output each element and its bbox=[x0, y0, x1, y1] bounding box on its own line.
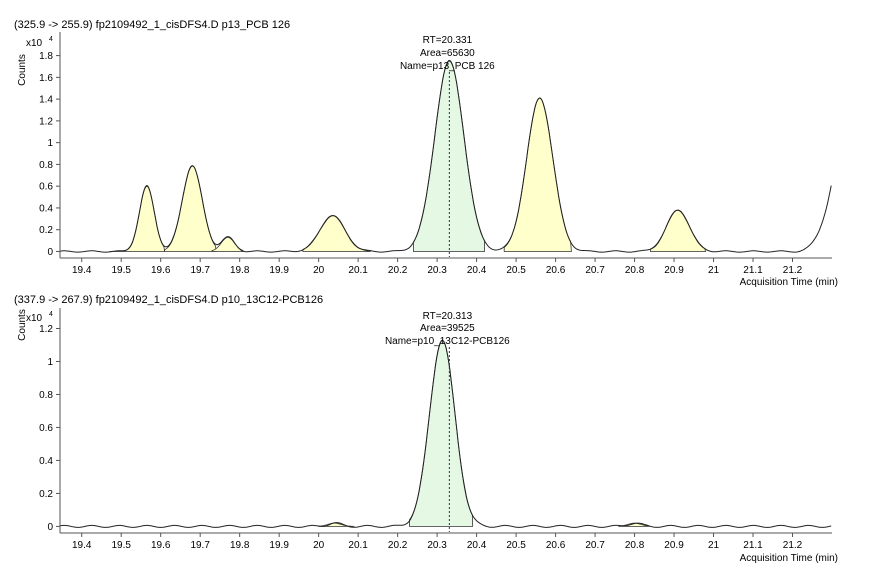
y-tick-label: 0.6 bbox=[39, 182, 53, 193]
peak-area-0 bbox=[109, 185, 166, 252]
x-axis-label: Acquisition Time (min) bbox=[740, 553, 838, 564]
y-tick-label: 0.4 bbox=[39, 203, 53, 214]
y-ticks: 0 0.2 0.4 0.6 0.8 1 1.2 bbox=[39, 324, 60, 533]
x-tick-label: 20.3 bbox=[427, 540, 447, 551]
x-tick-label: 19.4 bbox=[72, 540, 92, 551]
x-tick-label: 19.8 bbox=[230, 540, 250, 551]
x-tick-label: 20.6 bbox=[546, 265, 566, 276]
x-ticks: 19.4 19.5 19.6 19.7 19.8 19.9 20 20.1 20.2 20.3 20… bbox=[72, 258, 803, 276]
x-tick-label: 20.5 bbox=[506, 540, 526, 551]
x-tick-label: 19.8 bbox=[230, 265, 250, 276]
chromatogram-panel-bottom: (337.9 -> 267.9) fp2109492_1_cisDFS4.D p… bbox=[14, 294, 838, 564]
x-tick-label: 20.9 bbox=[664, 265, 684, 276]
x-tick-label: 20.1 bbox=[348, 540, 368, 551]
y-tick-label: 0.2 bbox=[39, 489, 53, 500]
x-tick-label: 20 bbox=[313, 265, 325, 276]
y-tick-label: 1.8 bbox=[39, 51, 53, 62]
y-tick-label: 1.6 bbox=[39, 73, 53, 84]
y-tick-label: 0.6 bbox=[39, 423, 53, 434]
chromatogram-panel-top: (325.9 -> 255.9) fp2109492_1_cisDFS4.D p… bbox=[14, 19, 838, 288]
x-tick-label: 19.6 bbox=[151, 265, 171, 276]
peak-area-3 bbox=[302, 215, 372, 252]
y-tick-label: 0.4 bbox=[39, 456, 53, 467]
annotation-name: Name=p13_PCB 126 bbox=[400, 61, 495, 72]
x-tick-label: 20.4 bbox=[467, 265, 487, 276]
y-tick-label: 0 bbox=[47, 522, 53, 533]
x-tick-label: 21.1 bbox=[743, 540, 763, 551]
y-axis-label: Counts bbox=[17, 309, 28, 341]
x-tick-label: 19.4 bbox=[72, 265, 92, 276]
x-tick-label: 19.5 bbox=[111, 265, 131, 276]
y-scale-exponent: 4 bbox=[49, 311, 53, 318]
x-tick-label: 20.7 bbox=[585, 265, 605, 276]
y-tick-label: 1.2 bbox=[39, 116, 53, 127]
y-scale-prefix: x10 bbox=[26, 38, 43, 49]
annotation-area: Area=39525 bbox=[420, 323, 475, 334]
x-tick-label: 20.8 bbox=[625, 265, 645, 276]
x-tick-label: 19.9 bbox=[269, 540, 289, 551]
y-ticks: 0 0.2 0.4 0.6 0.8 1 1.2 1.4 1.6 1.8 bbox=[39, 51, 60, 258]
x-tick-label: 20.7 bbox=[585, 540, 605, 551]
x-tick-label: 19.9 bbox=[269, 265, 289, 276]
peak-area-6 bbox=[650, 209, 707, 252]
y-tick-label: 1 bbox=[47, 357, 53, 368]
y-tick-label: 0.8 bbox=[39, 390, 53, 401]
x-tick-label: 19.5 bbox=[111, 540, 131, 551]
y-tick-label: 1.2 bbox=[39, 324, 53, 335]
x-tick-label: 21 bbox=[708, 540, 720, 551]
chromatogram-trace bbox=[59, 339, 832, 528]
x-tick-label: 21.1 bbox=[743, 265, 763, 276]
annotation-area: Area=65630 bbox=[420, 48, 475, 59]
x-tick-label: 21 bbox=[708, 265, 720, 276]
peaks bbox=[59, 339, 832, 528]
y-tick-label: 1 bbox=[47, 138, 53, 149]
axis-lines bbox=[59, 32, 832, 259]
x-tick-label: 20.2 bbox=[388, 265, 408, 276]
annotation-name: Name=p10_13C12-PCB126 bbox=[385, 336, 510, 347]
y-tick-label: 0 bbox=[47, 247, 53, 258]
annotation-rt: RT=20.313 bbox=[423, 311, 473, 322]
x-tick-label: 19.7 bbox=[190, 540, 210, 551]
panel-title: (325.9 -> 255.9) fp2109492_1_cisDFS4.D p… bbox=[14, 19, 290, 31]
x-tick-label: 20.9 bbox=[664, 540, 684, 551]
x-tick-label: 21.2 bbox=[783, 265, 803, 276]
x-tick-label: 20.8 bbox=[625, 540, 645, 551]
x-tick-label: 20.3 bbox=[427, 265, 447, 276]
x-tick-label: 19.7 bbox=[190, 265, 210, 276]
y-scale-exponent: 4 bbox=[49, 36, 53, 43]
chromatogram-trace bbox=[59, 59, 832, 253]
y-axis-label: Counts bbox=[17, 54, 28, 86]
panel-title: (337.9 -> 267.9) fp2109492_1_cisDFS4.D p… bbox=[14, 294, 323, 306]
x-tick-label: 20.6 bbox=[546, 540, 566, 551]
y-tick-label: 1.4 bbox=[39, 95, 53, 106]
x-tick-label: 20 bbox=[313, 540, 325, 551]
x-tick-label: 21.2 bbox=[783, 540, 803, 551]
x-axis-label: Acquisition Time (min) bbox=[740, 277, 838, 288]
y-tick-label: 0.8 bbox=[39, 160, 53, 171]
x-tick-label: 20.2 bbox=[388, 540, 408, 551]
x-tick-label: 19.6 bbox=[151, 540, 171, 551]
x-tick-label: 20.1 bbox=[348, 265, 368, 276]
x-ticks: 19.4 19.5 19.6 19.7 19.8 19.9 20 20.1 20.2 20.3 20… bbox=[72, 533, 803, 551]
axis-lines bbox=[59, 308, 832, 534]
peaks bbox=[59, 59, 832, 253]
y-tick-label: 0.2 bbox=[39, 225, 53, 236]
annotation-rt: RT=20.331 bbox=[423, 35, 473, 46]
peak-area-0 bbox=[409, 339, 474, 527]
x-tick-label: 20.5 bbox=[506, 265, 526, 276]
y-scale-prefix: x10 bbox=[26, 313, 43, 324]
x-tick-label: 20.4 bbox=[467, 540, 487, 551]
